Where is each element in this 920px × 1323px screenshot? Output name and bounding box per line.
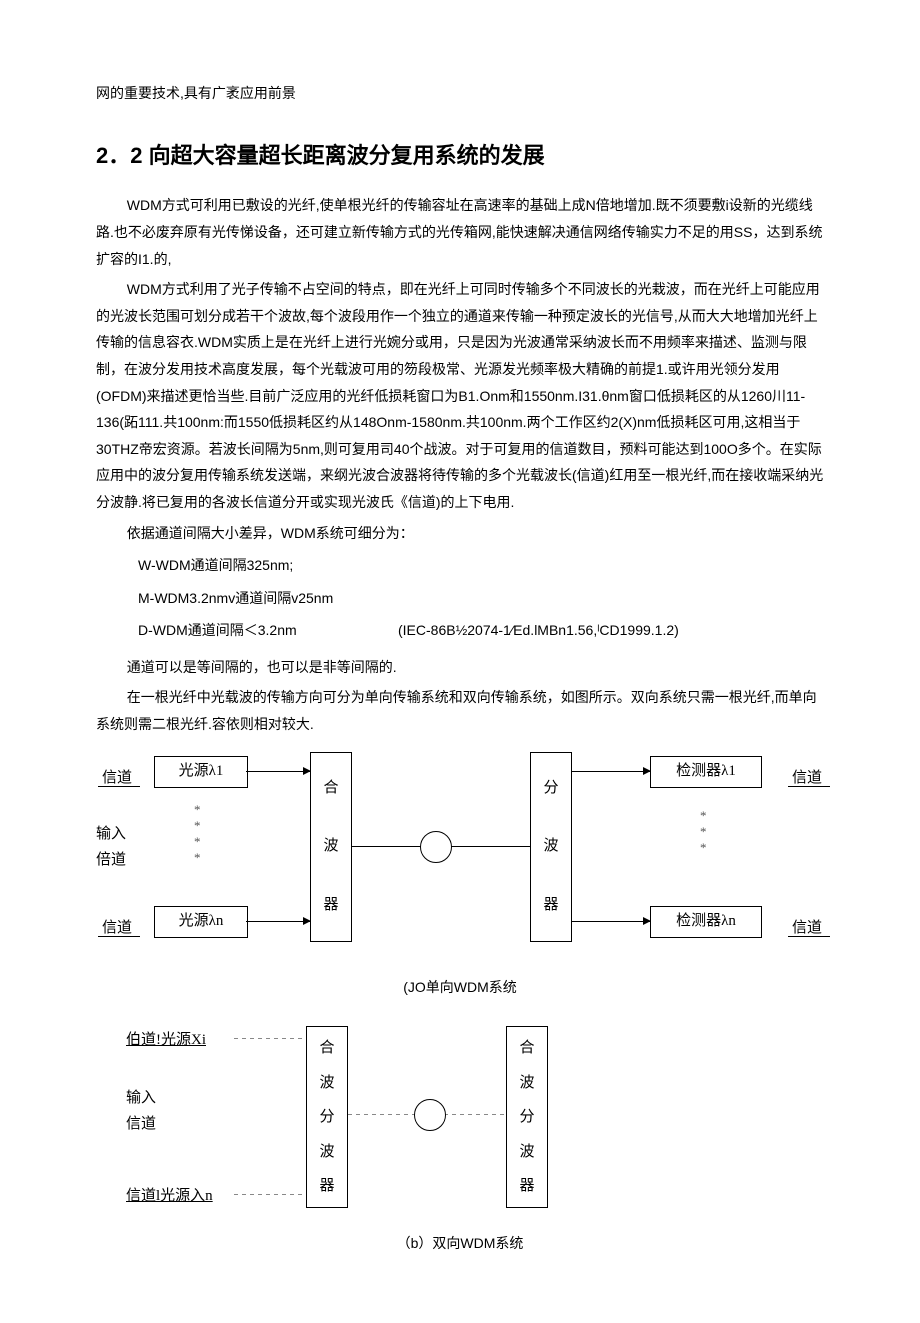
wdm-dense-line: D-WDM通道间隔＜3.2nm (IEC-86B½2074-1⁄Ed.lMBn1… bbox=[96, 617, 824, 644]
detector-lambda-1: 检测器λ1 bbox=[650, 756, 762, 788]
fiber-splice-icon bbox=[420, 831, 452, 863]
mux-char-2: 波 bbox=[323, 832, 338, 861]
underline-bl bbox=[98, 936, 140, 937]
d2-input-2: 信道 bbox=[126, 1110, 156, 1139]
dwdm-text: D-WDM通道间隔＜3.2nm bbox=[138, 617, 398, 644]
arrow-src1-mux bbox=[246, 771, 310, 772]
paragraph-2: WDM方式利用了光子传输不占空间的特点，即在光纤上可同时传输多个不同波长的光栽波… bbox=[96, 276, 824, 515]
channel-label-tr: 信道 bbox=[792, 764, 822, 793]
page-top-fragment: 网的重要技术,具有广袤应用前景 bbox=[96, 80, 824, 107]
arrow-demux-det1 bbox=[572, 771, 650, 772]
d2-dash-top bbox=[234, 1038, 306, 1039]
demux-char-2: 波 bbox=[543, 832, 558, 861]
star: * bbox=[700, 840, 707, 856]
paragraph-5: 在一根光纤中光载波的传输方向可分为单向传输系统和双向传输系统，如图所示。双向系统… bbox=[96, 684, 824, 737]
channel-label-bl: 信道 bbox=[102, 914, 132, 943]
d2-left-mux-demux: 合 波 分 波 器 bbox=[306, 1026, 348, 1208]
channel-label-br: 信道 bbox=[792, 914, 822, 943]
star: * bbox=[700, 824, 707, 840]
detector-lambda-n: 检测器λn bbox=[650, 906, 762, 938]
dots-sources: * * * * bbox=[194, 802, 201, 867]
d2l-4: 波 bbox=[319, 1138, 334, 1167]
paragraph-1: WDM方式可利用已敷设的光纤,使单根光纤的传输容址在高速率的基础上成N倍地增加.… bbox=[96, 192, 824, 272]
star: * bbox=[700, 808, 707, 824]
arrow-srcn-mux bbox=[246, 921, 310, 922]
d2-right-mux-demux: 合 波 分 波 器 bbox=[506, 1026, 548, 1208]
d2r-4: 波 bbox=[519, 1138, 534, 1167]
paragraph-3: 依据通道间隔大小差异，WDM系统可细分为： bbox=[96, 520, 824, 547]
demultiplexer-box: 分 波 器 bbox=[530, 752, 572, 942]
source-lambda-1: 光源λ1 bbox=[154, 756, 248, 788]
star: * bbox=[194, 818, 201, 834]
star: * bbox=[194, 834, 201, 850]
input-label-1: 输入 bbox=[96, 820, 126, 849]
d2r-2: 波 bbox=[519, 1069, 534, 1098]
d2l-5: 器 bbox=[319, 1172, 334, 1201]
arrow-demux-detn bbox=[572, 921, 650, 922]
mux-char-1: 合 bbox=[323, 774, 338, 803]
demux-char-3: 器 bbox=[543, 891, 558, 920]
d2-fiber-splice-icon bbox=[414, 1099, 446, 1131]
section-heading: 2．2 向超大容量超长距离波分复用系统的发展 bbox=[96, 135, 824, 177]
d2l-2: 波 bbox=[319, 1069, 334, 1098]
source-lambda-n: 光源λn bbox=[154, 906, 248, 938]
wdm-wide-line: W-WDM通道间隔325nm; bbox=[138, 552, 824, 579]
d2r-3: 分 bbox=[519, 1103, 534, 1132]
diagram-bidirectional-wdm: 伯道!光源Xi 输入 信道 信道l光源入n 合 波 分 波 器 合 波 分 波 … bbox=[126, 1026, 746, 1226]
multiplexer-box: 合 波 器 bbox=[310, 752, 352, 942]
d2l-1: 合 bbox=[319, 1034, 334, 1063]
d2r-1: 合 bbox=[519, 1034, 534, 1063]
iec-ref: (IEC-86B½2074-1⁄Ed.lMBn1.56,ˡCD1999.1.2) bbox=[398, 617, 679, 644]
figure-caption-b: （b）双向WDM系统 bbox=[96, 1230, 824, 1257]
d2-top-source: 伯道!光源Xi bbox=[126, 1026, 206, 1055]
mux-char-3: 器 bbox=[323, 891, 338, 920]
d2-input-1: 输入 bbox=[126, 1084, 156, 1113]
d2l-3: 分 bbox=[319, 1103, 334, 1132]
paragraph-4: 通道可以是等间隔的，也可以是非等间隔的. bbox=[96, 654, 824, 681]
figure-caption-a: (JO单向WDM系统 bbox=[96, 974, 824, 1001]
d2-dash-bottom bbox=[234, 1194, 306, 1195]
star: * bbox=[194, 802, 201, 818]
underline-br bbox=[788, 936, 830, 937]
dots-detectors: * * * bbox=[700, 808, 707, 857]
wdm-medium-line: M-WDM3.2nmv通道间隔v25nm bbox=[138, 585, 824, 612]
d2-bottom-source: 信道l光源入n bbox=[126, 1182, 213, 1211]
demux-char-1: 分 bbox=[543, 774, 558, 803]
diagram-unidirectional-wdm: 信道 输入 倍道 信道 光源λ1 光源λn * * * * 合 波 器 分 波 … bbox=[102, 756, 862, 966]
channel-label-tl: 信道 bbox=[102, 764, 132, 793]
star: * bbox=[194, 850, 201, 866]
underline-tl bbox=[98, 786, 140, 787]
d2r-5: 器 bbox=[519, 1172, 534, 1201]
input-label-2: 倍道 bbox=[96, 846, 126, 875]
underline-tr bbox=[788, 786, 830, 787]
